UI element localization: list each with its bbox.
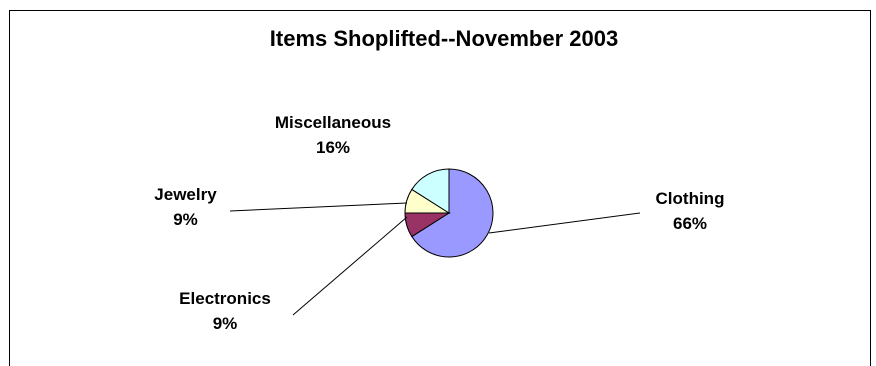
slice-label-jewelry-name: Jewelry (154, 185, 217, 204)
chart-title: Items Shoplifted--November 2003 (269, 26, 619, 51)
slice-label-electronics: Electronics 9% (160, 286, 290, 336)
slice-label-jewelry-pct: 9% (173, 210, 198, 229)
slice-label-miscellaneous-name: Miscellaneous (274, 113, 392, 132)
slice-label-electronics-name: Electronics (179, 289, 271, 308)
leader-line-jewelry (229, 202, 408, 212)
pie-slice-clothing (411, 168, 494, 258)
slice-label-clothing: Clothing 66% (640, 186, 740, 236)
slice-label-clothing-name: Clothing (655, 189, 725, 208)
pie-slice-miscellaneous (411, 168, 450, 214)
chart-border-top (9, 10, 871, 11)
slice-label-electronics-pct: 9% (212, 314, 238, 333)
slice-label-miscellaneous-pct: 16% (315, 138, 351, 157)
leader-line-clothing (488, 212, 641, 234)
chart-border-left (9, 10, 10, 366)
slice-label-clothing-pct: 66% (672, 214, 708, 233)
leader-line-electronics (292, 216, 408, 316)
slice-label-jewelry: Jewelry 9% (138, 182, 233, 232)
slice-label-miscellaneous: Miscellaneous 16% (258, 110, 408, 160)
chart-border-right (870, 10, 871, 366)
